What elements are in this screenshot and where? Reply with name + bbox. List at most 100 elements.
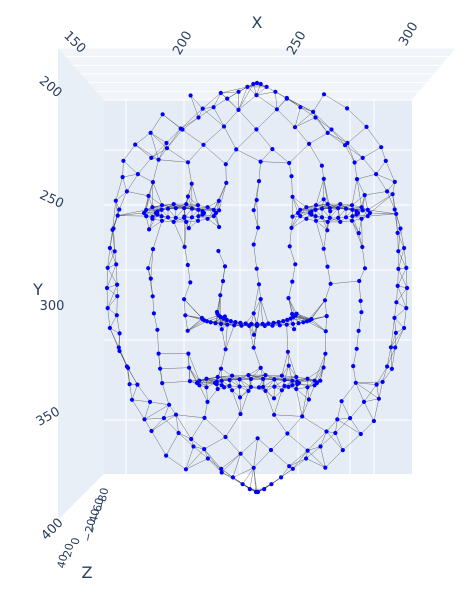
- landmark-point[interactable]: [256, 179, 262, 184]
- landmark-point[interactable]: [260, 376, 266, 382]
- landmark-point[interactable]: [282, 383, 287, 389]
- landmark-point[interactable]: [188, 93, 193, 98]
- landmark-point[interactable]: [248, 384, 254, 390]
- landmark-point[interactable]: [285, 349, 290, 354]
- landmark-point[interactable]: [264, 84, 269, 89]
- landmark-point[interactable]: [144, 214, 149, 219]
- landmark-point[interactable]: [195, 218, 201, 223]
- landmark-point[interactable]: [365, 207, 370, 212]
- landmark-point[interactable]: [204, 385, 209, 390]
- landmark-point[interactable]: [266, 321, 271, 326]
- landmark-point[interactable]: [156, 351, 161, 356]
- landmark-point[interactable]: [390, 192, 395, 197]
- landmark-point[interactable]: [159, 214, 164, 219]
- landmark-point[interactable]: [249, 321, 254, 326]
- landmark-point[interactable]: [255, 436, 260, 441]
- landmark-point[interactable]: [329, 127, 334, 132]
- landmark-point[interactable]: [115, 213, 120, 218]
- landmark-point[interactable]: [404, 306, 409, 311]
- landmark-point[interactable]: [324, 314, 329, 319]
- landmark-point[interactable]: [219, 470, 224, 475]
- landmark-point[interactable]: [272, 384, 277, 389]
- landmark-point[interactable]: [218, 293, 223, 298]
- landmark-point[interactable]: [281, 319, 286, 324]
- landmark-point[interactable]: [304, 216, 309, 221]
- landmark-point[interactable]: [164, 453, 169, 458]
- landmark-point[interactable]: [183, 467, 188, 472]
- landmark-point[interactable]: [171, 219, 176, 224]
- landmark-point[interactable]: [107, 325, 112, 331]
- landmark-point[interactable]: [325, 219, 330, 224]
- landmark-point[interactable]: [328, 209, 333, 214]
- landmark-point[interactable]: [222, 264, 228, 269]
- landmark-point[interactable]: [115, 294, 120, 299]
- landmark-point[interactable]: [256, 282, 262, 287]
- landmark-point[interactable]: [293, 262, 298, 267]
- landmark-point[interactable]: [160, 381, 165, 386]
- landmark-point[interactable]: [305, 448, 310, 453]
- landmark-point[interactable]: [232, 323, 237, 328]
- landmark-point[interactable]: [159, 203, 165, 208]
- landmark-point[interactable]: [200, 212, 205, 217]
- landmark-point[interactable]: [362, 193, 367, 198]
- landmark-point[interactable]: [402, 245, 407, 251]
- landmark-point[interactable]: [218, 366, 224, 371]
- landmark-point[interactable]: [325, 130, 330, 135]
- landmark-point[interactable]: [357, 278, 362, 284]
- landmark-point[interactable]: [258, 159, 263, 164]
- landmark-point[interactable]: [246, 373, 251, 378]
- landmark-point[interactable]: [321, 365, 326, 370]
- landmark-point[interactable]: [348, 416, 353, 421]
- landmark-point[interactable]: [200, 106, 205, 111]
- landmark-point[interactable]: [359, 310, 364, 315]
- landmark-point[interactable]: [301, 320, 306, 325]
- landmark-point[interactable]: [215, 374, 220, 380]
- landmark-point[interactable]: [277, 323, 282, 328]
- landmark-point[interactable]: [398, 226, 403, 231]
- landmark-point[interactable]: [239, 323, 244, 328]
- landmark-point[interactable]: [236, 107, 241, 112]
- landmark-point[interactable]: [376, 396, 381, 401]
- landmark-point[interactable]: [178, 126, 183, 131]
- landmark-point[interactable]: [142, 417, 147, 422]
- landmark-point[interactable]: [364, 124, 369, 129]
- landmark-point[interactable]: [313, 115, 318, 120]
- landmark-point[interactable]: [254, 321, 260, 327]
- landmark-point[interactable]: [219, 466, 224, 471]
- landmark-point[interactable]: [307, 141, 312, 146]
- landmark-point[interactable]: [185, 194, 191, 199]
- landmark-point[interactable]: [321, 92, 327, 97]
- landmark-point[interactable]: [189, 206, 195, 211]
- landmark-point[interactable]: [228, 319, 233, 324]
- landmark-point[interactable]: [356, 231, 361, 236]
- landmark-point[interactable]: [173, 215, 178, 220]
- landmark-point[interactable]: [195, 203, 201, 208]
- landmark-point[interactable]: [236, 89, 241, 94]
- landmark-point[interactable]: [204, 319, 210, 324]
- landmark-point[interactable]: [339, 399, 344, 404]
- landmark-point[interactable]: [393, 330, 398, 335]
- landmark-point[interactable]: [290, 321, 296, 327]
- landmark-point[interactable]: [279, 373, 284, 378]
- landmark-point[interactable]: [182, 206, 187, 211]
- landmark-point[interactable]: [230, 388, 235, 393]
- landmark-point[interactable]: [185, 328, 190, 333]
- landmark-point[interactable]: [183, 313, 188, 318]
- landmark-point[interactable]: [309, 317, 314, 322]
- landmark-point[interactable]: [224, 317, 229, 322]
- landmark-point[interactable]: [155, 327, 160, 332]
- landmark-point[interactable]: [285, 317, 290, 322]
- landmark-point[interactable]: [251, 345, 256, 350]
- landmark-point[interactable]: [205, 456, 210, 461]
- landmark-point[interactable]: [117, 348, 122, 354]
- landmark-point[interactable]: [352, 160, 357, 165]
- landmark-point[interactable]: [227, 377, 232, 383]
- landmark-point[interactable]: [287, 244, 292, 249]
- landmark-point[interactable]: [361, 399, 367, 404]
- landmark-point[interactable]: [121, 158, 126, 163]
- landmark-point[interactable]: [270, 147, 275, 152]
- landmark-point[interactable]: [354, 209, 359, 214]
- landmark-point[interactable]: [215, 386, 220, 392]
- landmark-point[interactable]: [319, 206, 325, 211]
